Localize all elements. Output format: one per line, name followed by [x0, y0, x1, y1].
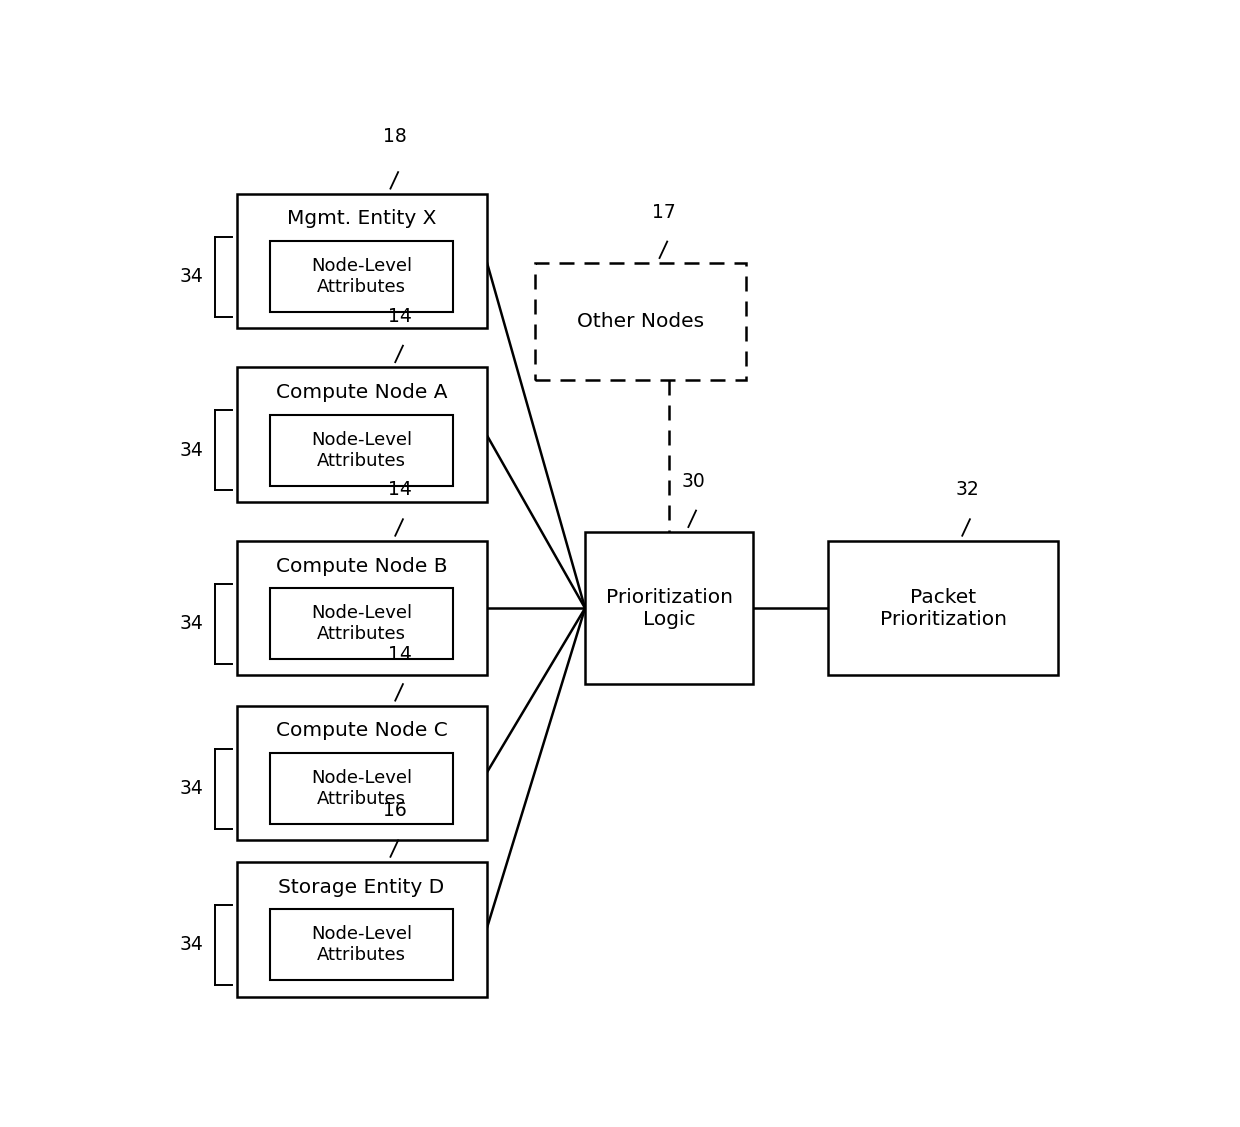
Text: 34: 34	[179, 935, 203, 955]
Bar	[237, 367, 486, 502]
Bar	[270, 415, 453, 486]
Bar	[270, 909, 453, 980]
Text: 34: 34	[179, 614, 203, 633]
Text: 30: 30	[681, 471, 706, 490]
Text: 34: 34	[179, 267, 203, 286]
Text: 14: 14	[388, 645, 412, 664]
Text: 14: 14	[388, 480, 412, 499]
Text: Prioritization
Logic: Prioritization Logic	[605, 587, 733, 629]
Text: Node-Level
Attributes: Node-Level Attributes	[311, 770, 412, 808]
Text: 17: 17	[652, 203, 676, 222]
Bar	[270, 241, 453, 312]
Text: Node-Level
Attributes: Node-Level Attributes	[311, 257, 412, 296]
Bar	[270, 753, 453, 824]
Text: 32: 32	[955, 480, 978, 499]
Text: 16: 16	[383, 801, 407, 820]
Text: Compute Node A: Compute Node A	[275, 383, 448, 402]
Text: Other Nodes: Other Nodes	[577, 312, 704, 331]
Bar	[237, 862, 486, 996]
Text: Compute Node C: Compute Node C	[275, 721, 448, 740]
Bar	[270, 588, 453, 659]
Text: Storage Entity D: Storage Entity D	[279, 878, 445, 897]
Bar	[237, 541, 486, 675]
Bar	[585, 532, 753, 684]
Bar	[828, 541, 1058, 675]
Text: Node-Level
Attributes: Node-Level Attributes	[311, 431, 412, 470]
Text: 34: 34	[179, 779, 203, 798]
Text: 18: 18	[383, 127, 407, 147]
Text: Packet
Prioritization: Packet Prioritization	[879, 587, 1007, 629]
Text: 34: 34	[179, 441, 203, 460]
Bar	[534, 264, 746, 381]
Bar	[237, 194, 486, 328]
Text: Node-Level
Attributes: Node-Level Attributes	[311, 925, 412, 965]
Text: Mgmt. Entity X: Mgmt. Entity X	[286, 210, 436, 229]
Bar	[237, 706, 486, 841]
Text: Compute Node B: Compute Node B	[275, 557, 448, 576]
Text: Node-Level
Attributes: Node-Level Attributes	[311, 604, 412, 644]
Text: 14: 14	[388, 307, 412, 326]
